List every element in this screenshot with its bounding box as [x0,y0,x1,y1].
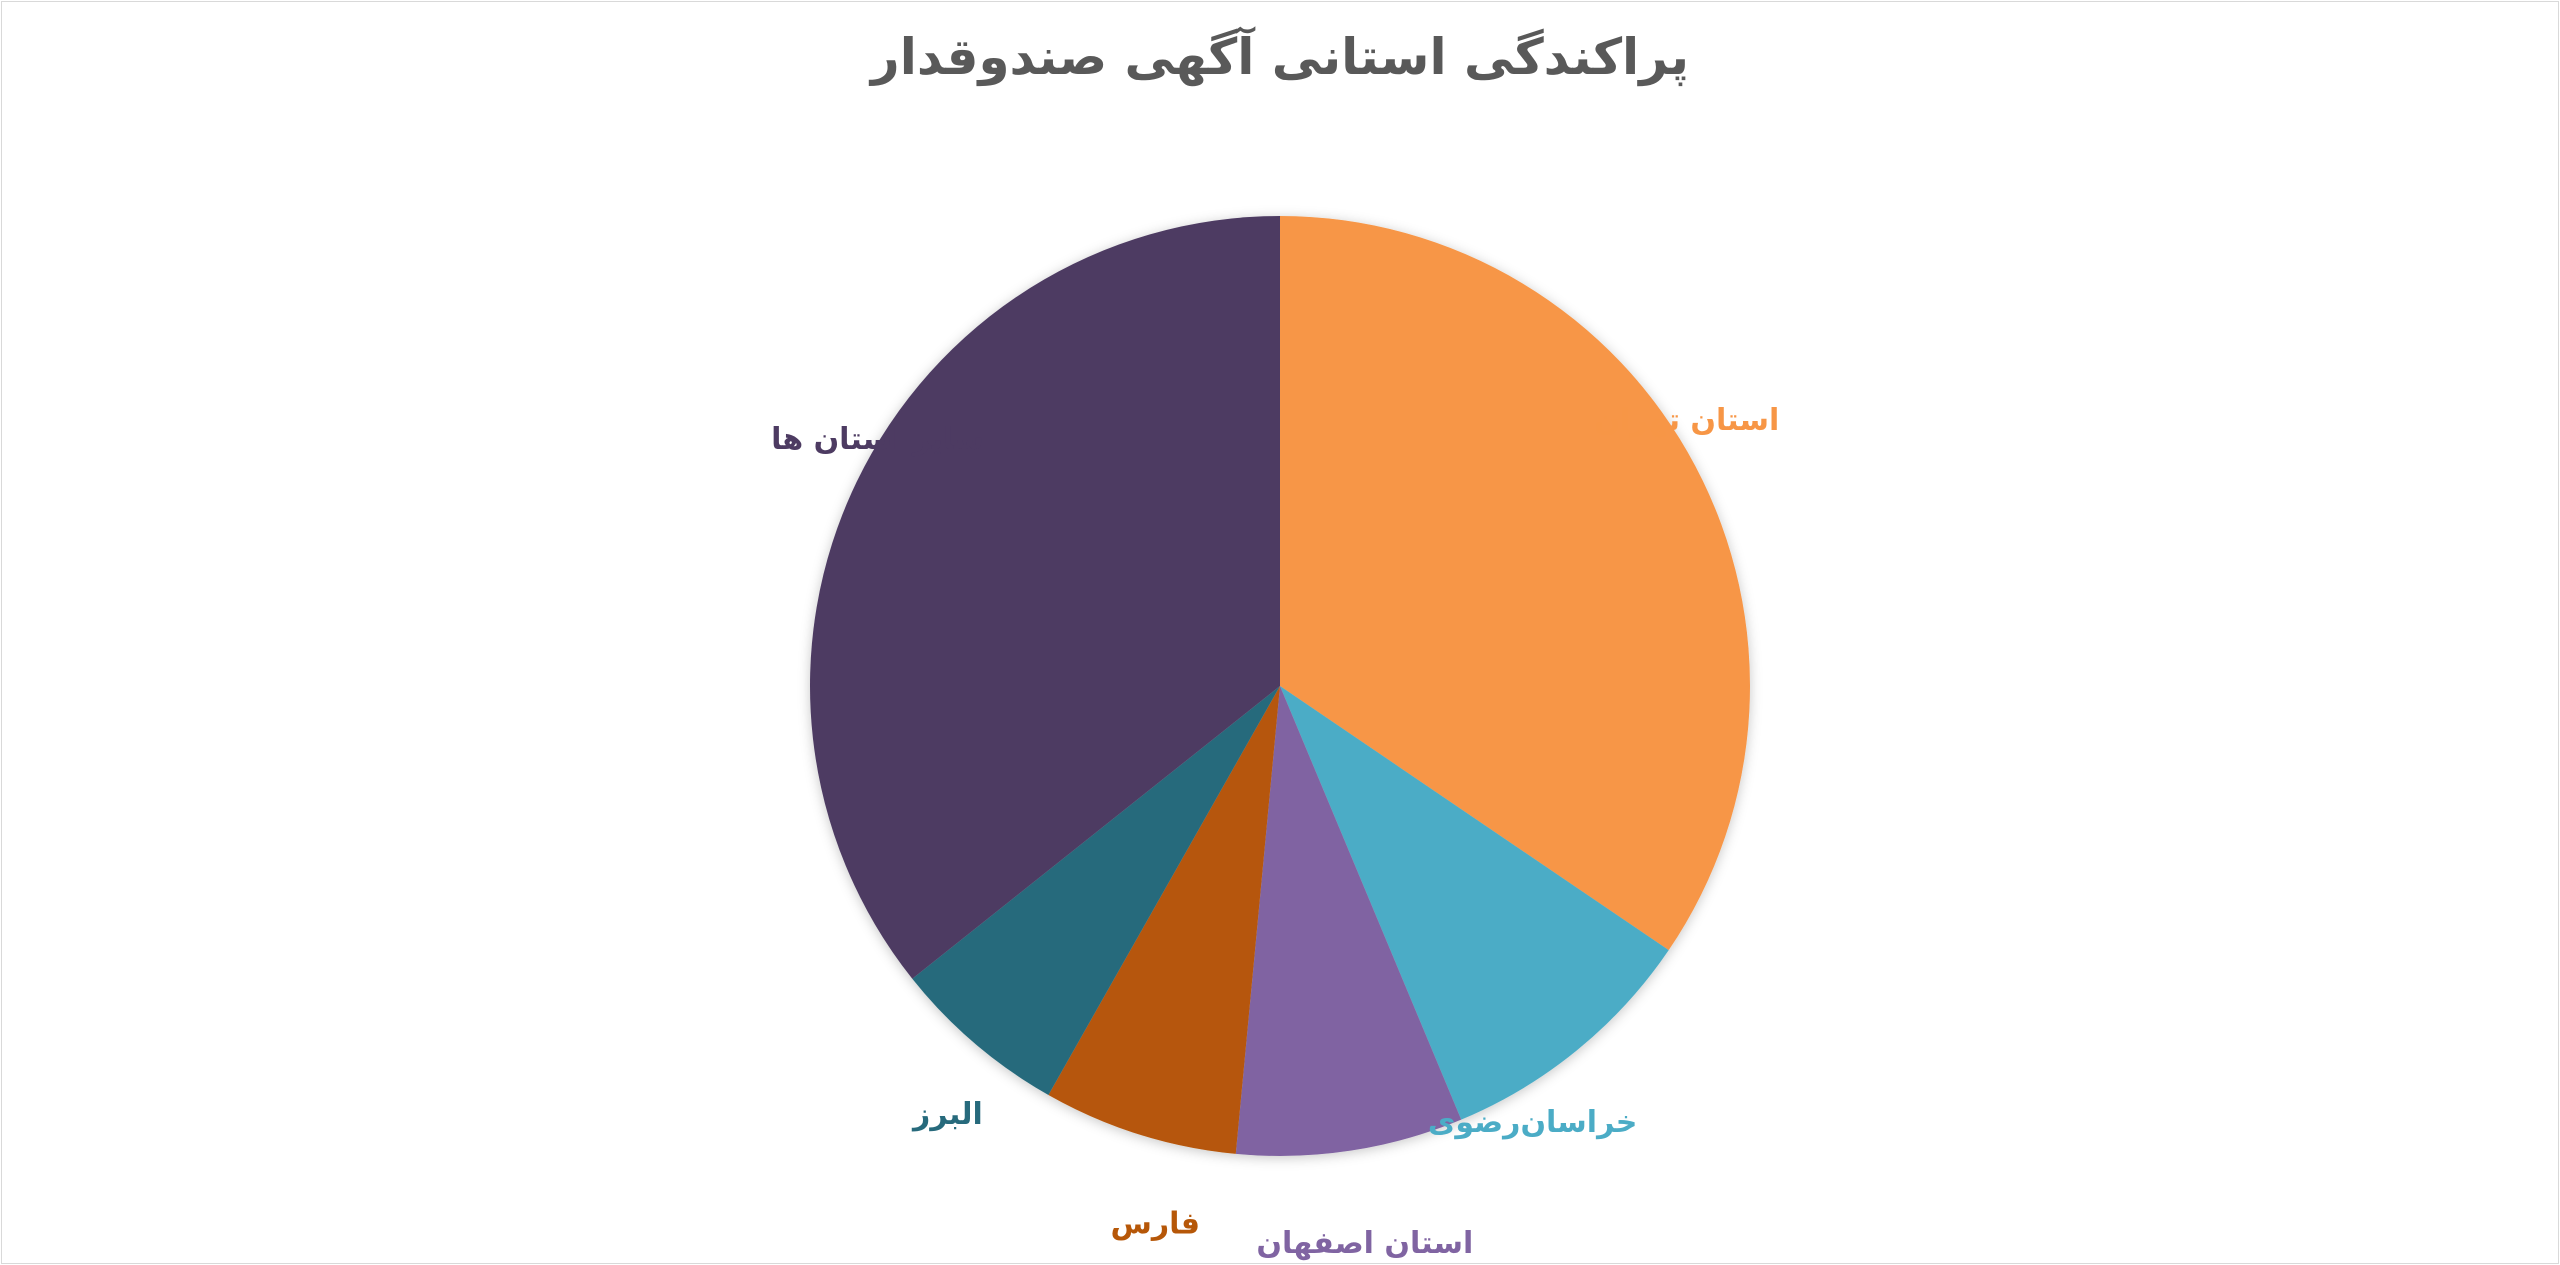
pie-slice-2 [1280,686,1669,1120]
pie-slice-3 [1235,686,1462,1156]
slice-labels: استان تهران خراسان‌رضوی استان اصفهان فارس ال… [771,403,1779,1261]
pie-slice-5 [912,686,1280,1095]
slice-label-6: سایر استان ها [771,422,984,457]
pie-slice-4 [1048,686,1280,1154]
slice-label-3: استان اصفهان [1256,1226,1473,1261]
slice-label-5: البرز [911,1097,983,1132]
slice-label-4: فارس [1110,1206,1200,1241]
pie-slice-6 [809,216,1280,979]
chart-title: پراکندگی استانی آگهی صندوقدار [870,28,1690,86]
slice-label-1: استان تهران [1594,403,1779,438]
pie-slice-1 [1280,216,1750,951]
slice-label-2: خراسان‌رضوی [1428,1105,1638,1140]
pie-slices [809,216,1750,1156]
